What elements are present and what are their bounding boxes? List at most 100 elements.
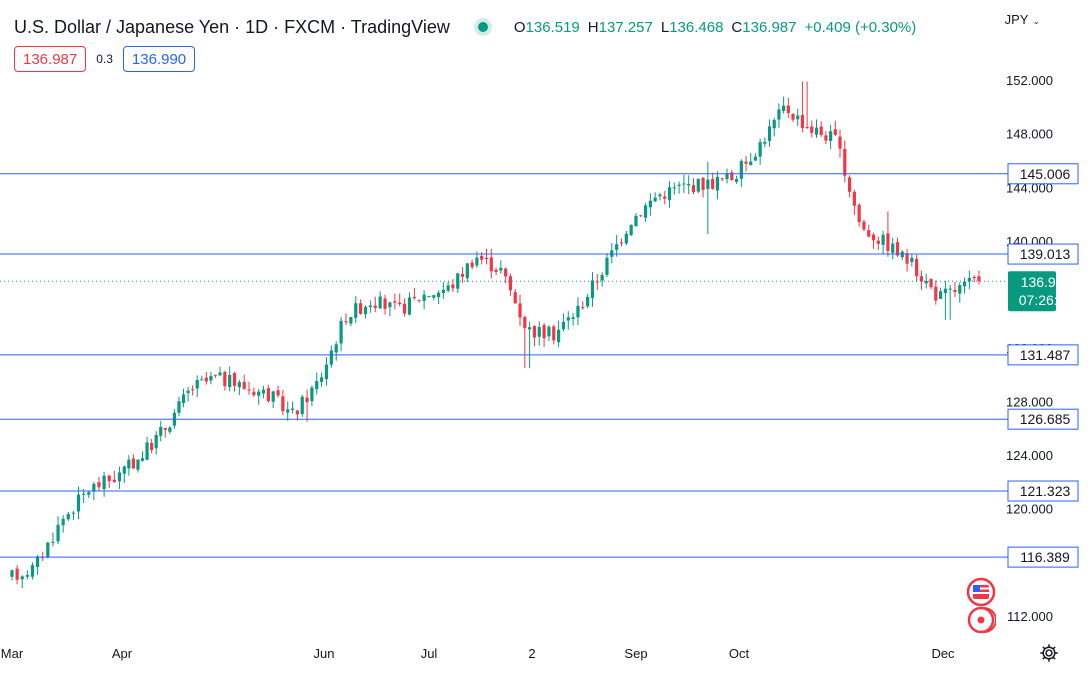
candle-body xyxy=(107,475,111,482)
candle-body xyxy=(824,135,828,141)
candle-body xyxy=(725,173,729,180)
candle-body xyxy=(363,307,368,315)
candle-body xyxy=(919,276,924,282)
candle-body xyxy=(315,381,319,390)
candle-body xyxy=(499,267,503,271)
candle-body xyxy=(561,321,566,330)
candle-body xyxy=(643,205,648,218)
x-tick-label: Dec xyxy=(931,646,955,661)
candle-body xyxy=(150,442,154,451)
symbol-title[interactable]: U.S. Dollar / Japanese Yen · 1D · FXCM ·… xyxy=(14,16,450,37)
candle-body xyxy=(373,305,377,309)
y-tick-label: 128.000 xyxy=(1006,395,1053,410)
candle-body xyxy=(586,296,590,307)
candle-body xyxy=(66,513,70,520)
candle-body xyxy=(972,276,976,279)
candle-body xyxy=(465,263,469,279)
us-flag-event-icon[interactable] xyxy=(966,577,996,607)
candle-body xyxy=(218,372,222,376)
level-label-box xyxy=(1007,344,1079,366)
candle-body xyxy=(829,131,833,141)
candle-body xyxy=(929,279,933,288)
candle-body xyxy=(744,161,748,164)
candle-body xyxy=(159,426,163,436)
candle-body xyxy=(136,459,140,470)
candle-body xyxy=(140,458,145,461)
close-value: 136.987 xyxy=(742,18,797,36)
candle-body xyxy=(112,479,116,482)
candle-body xyxy=(422,294,426,301)
candle-body xyxy=(168,427,172,432)
candle-body xyxy=(653,197,657,202)
candle-body xyxy=(76,494,81,512)
candle-body xyxy=(213,374,218,376)
candle-body xyxy=(605,257,609,275)
candle-body xyxy=(805,126,809,128)
candle-body xyxy=(810,126,814,133)
candle-body xyxy=(204,377,208,382)
candle-body xyxy=(532,326,537,338)
spread-value: 0.3 xyxy=(96,52,113,66)
x-tick-label: Apr xyxy=(112,646,133,661)
candle-body xyxy=(177,401,181,413)
candle-body xyxy=(295,410,299,415)
x-tick-label: Jun xyxy=(314,646,335,661)
candle-body xyxy=(886,233,890,251)
candle-body xyxy=(648,200,652,208)
candle-body xyxy=(581,307,585,309)
candle-body xyxy=(595,281,599,283)
candle-body xyxy=(867,230,871,237)
candle-body xyxy=(334,344,338,353)
candle-body xyxy=(924,280,928,284)
candle-body xyxy=(958,285,962,294)
sell-button[interactable]: 136.987 xyxy=(14,46,87,72)
candle-body xyxy=(634,215,638,227)
settings-gear-icon[interactable] xyxy=(1038,642,1060,664)
candle-body xyxy=(398,302,402,305)
economic-event-icon[interactable] xyxy=(966,605,997,635)
candle-body xyxy=(383,298,387,309)
candle-body xyxy=(319,377,324,382)
candle-body xyxy=(847,177,852,192)
candle-body xyxy=(796,115,800,120)
close-key: C xyxy=(731,18,743,36)
candle-body xyxy=(388,302,392,308)
candle-body xyxy=(735,179,739,182)
low-key: L xyxy=(660,18,670,36)
candle-body xyxy=(475,257,479,266)
buy-button[interactable]: 136.990 xyxy=(122,46,196,72)
candle-body xyxy=(672,187,676,189)
ohlc-close: C136.987 xyxy=(731,19,796,36)
last-price-label: 136.987 xyxy=(1021,274,1072,290)
candle-body xyxy=(432,295,436,298)
candle-body xyxy=(310,387,314,402)
candle-body xyxy=(127,459,131,469)
candle-body xyxy=(446,285,450,291)
ohlc-low: L136.468 xyxy=(661,19,724,36)
candle-body xyxy=(329,350,333,365)
candle-body xyxy=(876,240,880,244)
candle-body xyxy=(242,381,246,389)
currency-selector[interactable]: JPY ⌄ xyxy=(1005,12,1040,27)
candle-body xyxy=(800,114,805,128)
level-label-box xyxy=(1007,408,1079,430)
candle-body xyxy=(682,183,686,185)
trade-row: 136.987 0.3 136.990 xyxy=(14,46,196,72)
candle-body xyxy=(51,541,55,544)
countdown-label: 07:26:47 xyxy=(1019,292,1074,308)
candle-body xyxy=(191,389,195,391)
candle-body xyxy=(905,253,909,264)
candle-body xyxy=(658,194,662,197)
candle-body xyxy=(624,233,628,244)
y-tick-label: 152.000 xyxy=(1006,73,1053,88)
candle-body xyxy=(305,397,309,403)
candle-body xyxy=(494,269,498,272)
candle-body xyxy=(600,274,604,281)
level-label: 121.323 xyxy=(1020,483,1071,499)
level-label: 145.006 xyxy=(1020,166,1071,182)
candle-body xyxy=(102,475,106,490)
candle-body xyxy=(833,129,837,135)
candle-body xyxy=(349,316,353,324)
candle-body xyxy=(977,276,981,282)
